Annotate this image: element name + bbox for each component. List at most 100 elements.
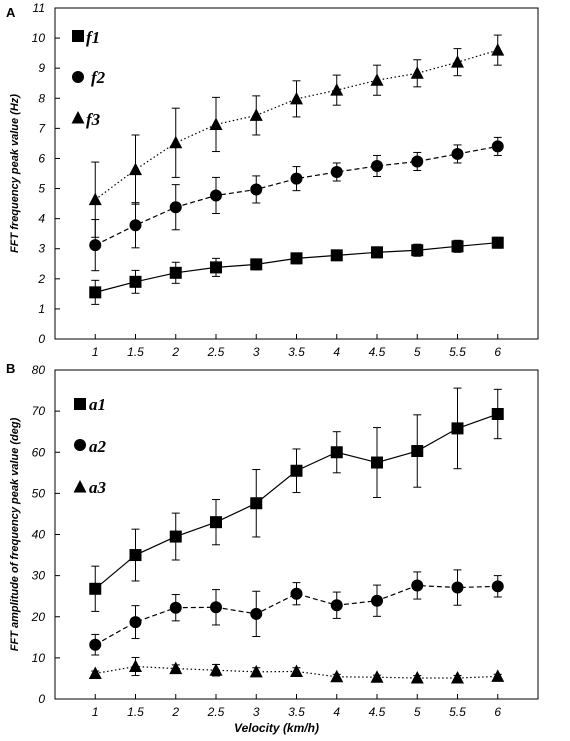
legend-marker-a1 (74, 398, 86, 410)
data-point-f1 (169, 266, 182, 279)
y-tick-label: 30 (32, 569, 46, 583)
data-point-f2 (169, 201, 182, 214)
legend-label-a3: a3 (89, 478, 107, 497)
data-point-f1 (491, 236, 504, 249)
data-point-f2 (290, 172, 303, 185)
y-tick-label: 9 (38, 61, 45, 75)
data-point-f1 (250, 258, 263, 271)
series-line-f2 (94, 145, 498, 246)
panel-a-series (88, 34, 505, 305)
y-tick-label: 20 (31, 610, 46, 624)
data-point-a2 (290, 587, 303, 600)
legend-label-a2: a2 (89, 437, 107, 456)
data-point-f1 (210, 261, 222, 274)
data-point-a3 (209, 663, 223, 676)
panel-a-x-ticks: 1 1.5 2 2.5 3 3.5 4 4.5 5 5.5 6 (92, 334, 501, 359)
x-tick-label: 1 (92, 705, 99, 719)
series-line-a1 (94, 413, 498, 590)
x-tick-label: 1.5 (127, 345, 144, 359)
data-point-f1 (290, 252, 303, 265)
x-tick-label: 5.5 (449, 705, 466, 719)
data-point-a2 (491, 580, 504, 593)
x-tick-label: 3 (253, 345, 260, 359)
series-line-f1 (95, 242, 498, 293)
data-point-a1 (89, 582, 102, 595)
data-point-a3 (451, 671, 464, 684)
data-point-a1 (210, 516, 222, 529)
data-point-f1 (330, 249, 343, 262)
y-tick-label: 10 (32, 651, 46, 665)
x-tick-label: 4 (333, 705, 340, 719)
data-point-f3 (491, 43, 505, 56)
y-tick-label: 8 (38, 91, 45, 105)
series-a2 (89, 569, 504, 656)
y-tick-label: 3 (38, 242, 45, 256)
series-f1 (89, 236, 504, 305)
series-a3 (88, 656, 505, 684)
panel-b-plot-frame (54, 369, 539, 700)
data-point-a3 (169, 661, 183, 675)
data-point-a3 (249, 664, 263, 678)
data-point-f2 (491, 140, 504, 153)
panel-a-chart: A FFT frequency peak value (Hz) 0 1 2 3 4 5 6 7… (6, 1, 539, 359)
y-tick-label: 4 (38, 212, 45, 226)
data-point-f3 (88, 192, 102, 206)
data-point-a2 (250, 607, 263, 620)
legend-marker-a2 (74, 439, 86, 451)
data-point-f2 (89, 239, 102, 252)
data-point-f3 (451, 55, 464, 68)
y-tick-label: 6 (38, 151, 45, 165)
panel-b-label: B (6, 361, 15, 376)
panel-b-x-axis-label: Velocity (km/h) (234, 721, 319, 735)
x-tick-label: 1.5 (127, 705, 144, 719)
legend-label-f3: f3 (86, 110, 101, 129)
data-point-a1 (411, 445, 424, 458)
panel-a-label: A (6, 5, 16, 20)
legend-marker-f1 (72, 30, 84, 42)
data-point-a3 (330, 669, 344, 683)
data-point-a2 (89, 638, 102, 651)
x-tick-label: 5.5 (449, 345, 466, 359)
y-tick-label: 0 (38, 332, 45, 346)
data-point-f2 (411, 155, 424, 168)
x-tick-label: 6 (494, 345, 501, 359)
data-point-f3 (410, 66, 424, 79)
x-tick-label: 4.5 (369, 705, 386, 719)
y-tick-label: 1 (38, 302, 45, 316)
x-tick-label: 2.5 (207, 705, 225, 719)
data-point-f3 (209, 117, 223, 130)
x-tick-label: 5 (414, 705, 421, 719)
data-point-a2 (129, 616, 142, 629)
data-point-f1 (451, 240, 464, 253)
legend-marker-f2 (72, 71, 84, 83)
data-point-a1 (451, 422, 464, 435)
data-point-f2 (451, 147, 464, 160)
data-point-a2 (411, 579, 424, 592)
data-point-f2 (330, 165, 343, 178)
data-point-f3 (249, 108, 263, 121)
data-point-f1 (371, 246, 383, 259)
y-tick-label: 7 (38, 121, 46, 135)
series-line-a3 (95, 665, 498, 679)
panel-a-legend: f1 f2 f3 (71, 28, 106, 129)
data-point-f1 (89, 286, 102, 299)
series-line-f3 (94, 49, 498, 201)
data-point-a1 (330, 446, 343, 459)
data-point-f3 (370, 73, 384, 86)
data-point-a1 (491, 408, 504, 421)
data-point-a2 (330, 599, 343, 612)
panel-b-y-ticks: 0 10 20 30 40 50 60 70 80 (31, 363, 60, 706)
legend-label-f1: f1 (86, 28, 100, 47)
y-tick-label: 2 (37, 272, 45, 286)
data-point-a3 (410, 671, 424, 684)
series-f2 (89, 136, 504, 272)
data-point-a3 (290, 664, 303, 677)
data-point-a2 (371, 594, 383, 607)
y-tick-label: 10 (32, 31, 46, 45)
data-point-f2 (210, 189, 222, 202)
data-point-f2 (129, 219, 142, 232)
y-tick-label: 5 (38, 182, 45, 196)
y-tick-label: 0 (38, 692, 45, 706)
data-point-f2 (371, 159, 383, 172)
